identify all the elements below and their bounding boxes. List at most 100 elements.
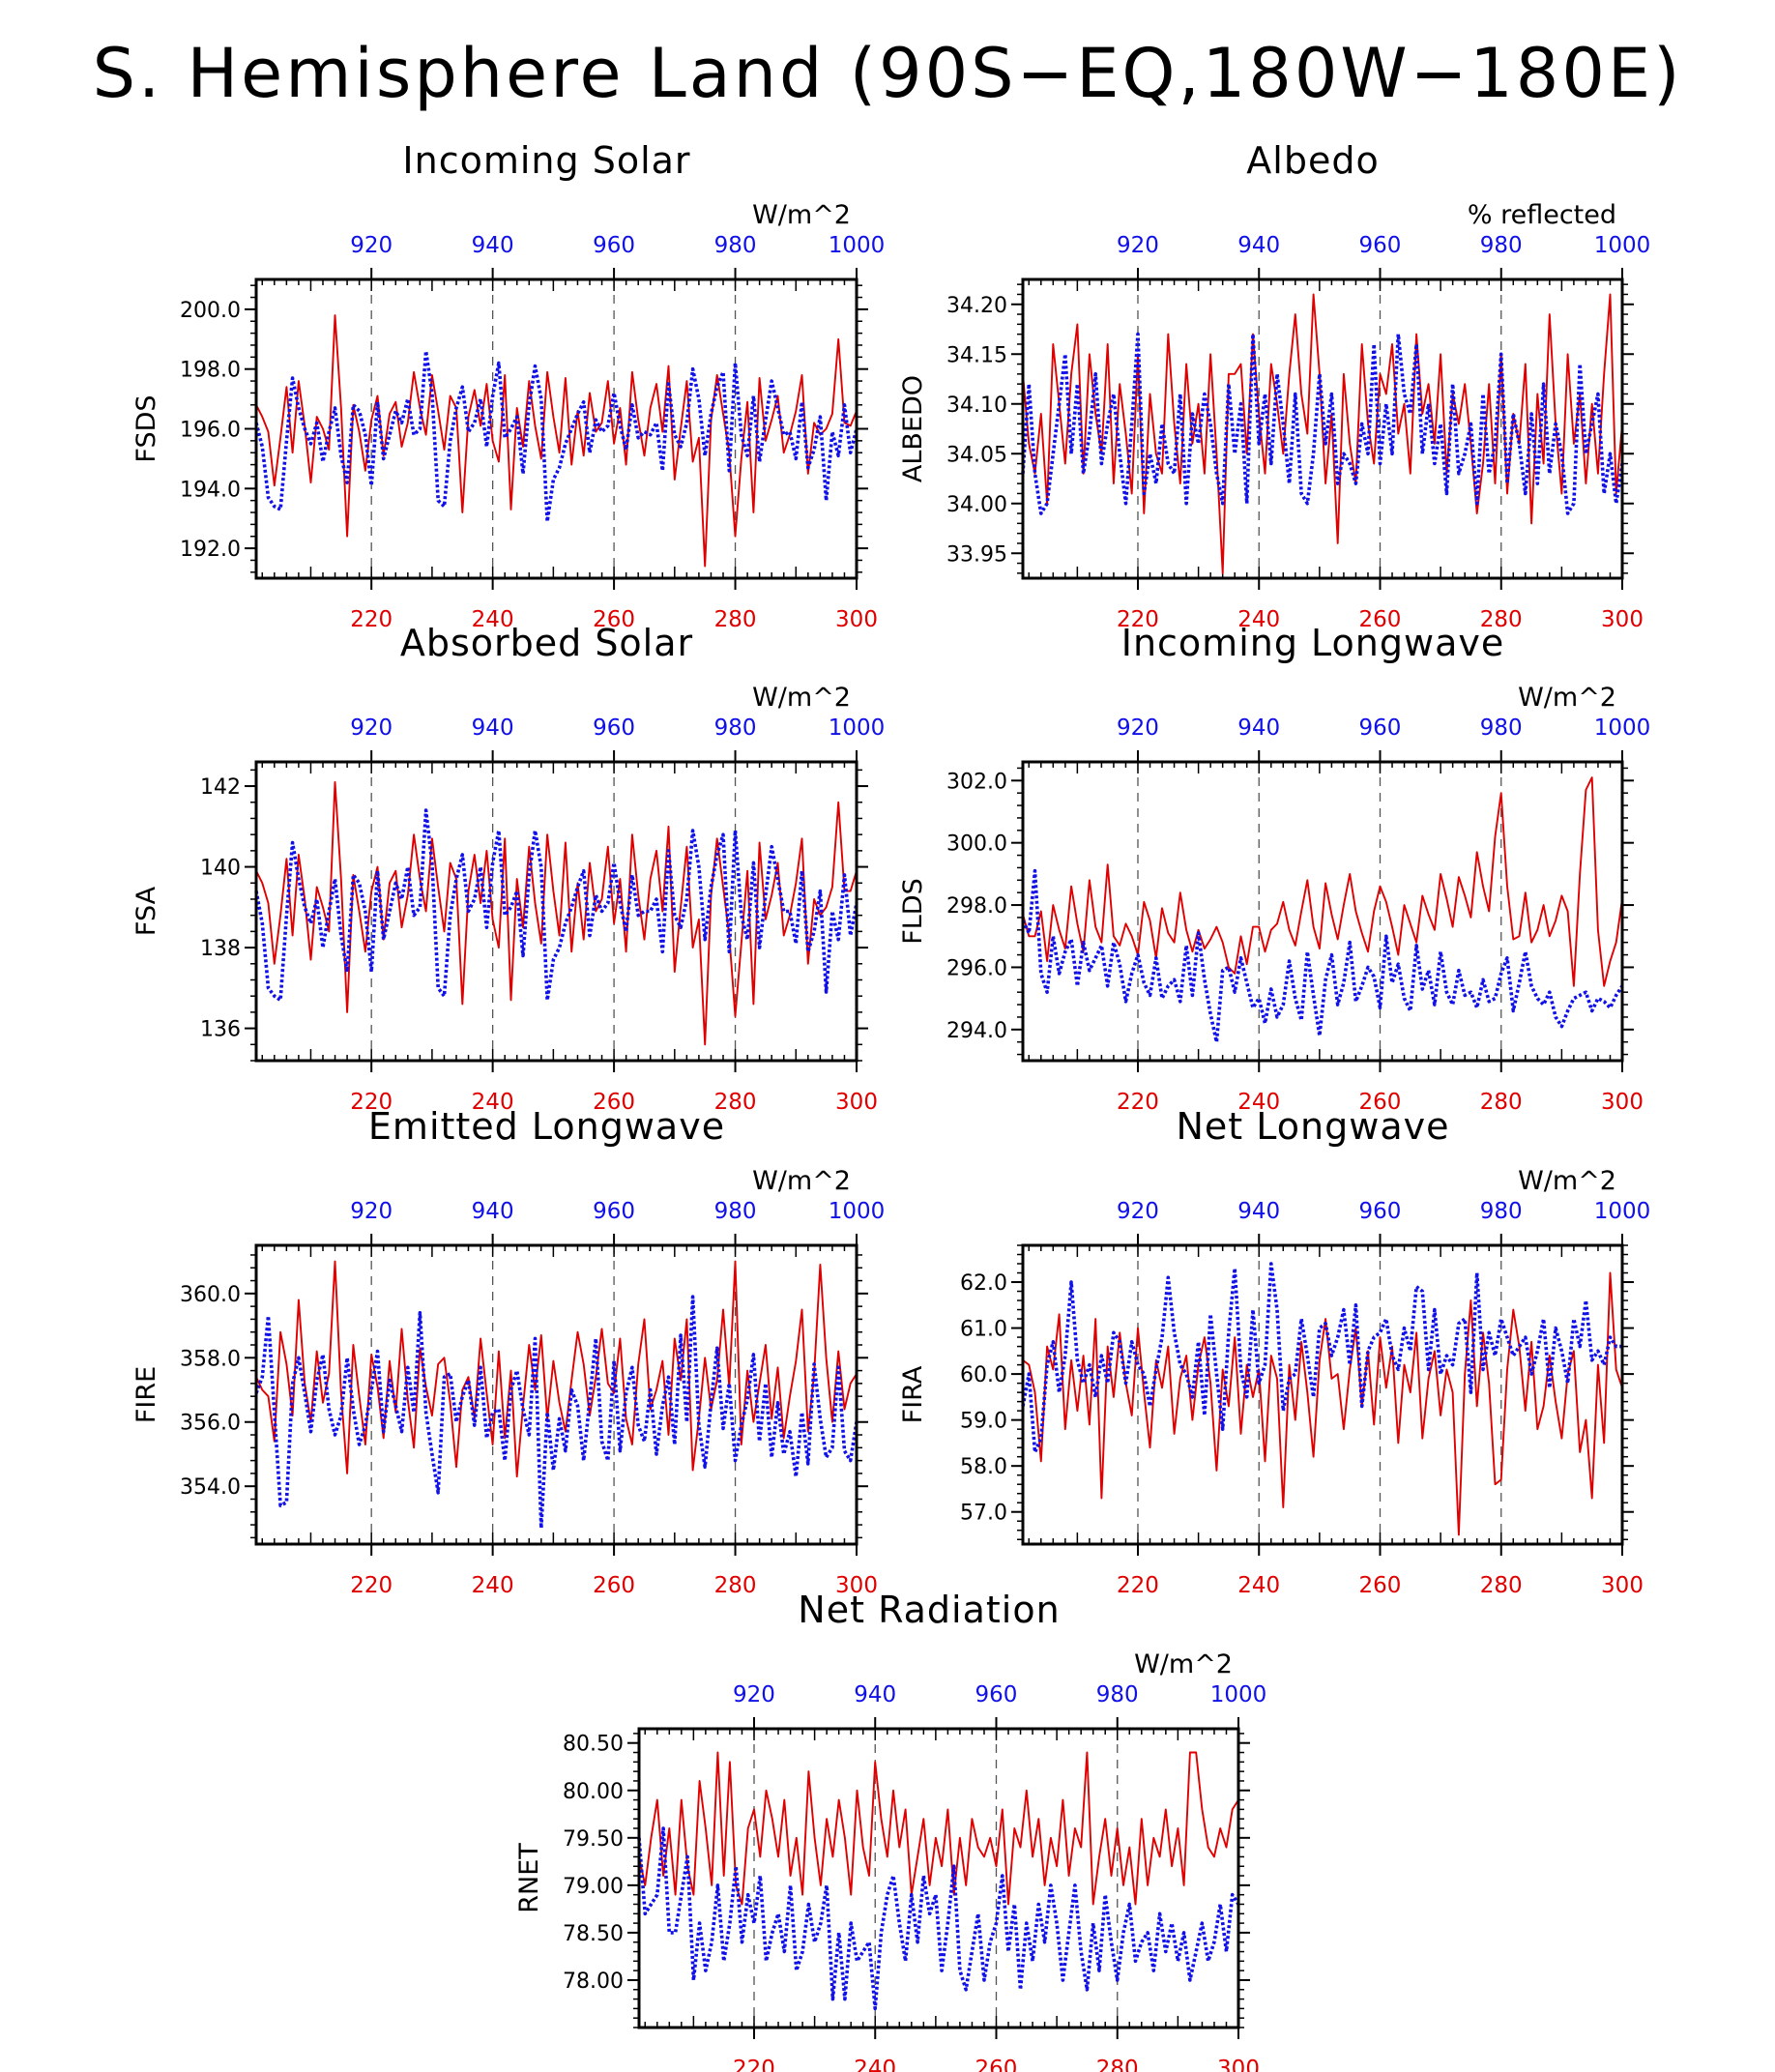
x-top-tick-label: 920 (350, 715, 393, 741)
y-tick-label: 33.95 (946, 542, 1007, 567)
plot-frame (1021, 277, 1624, 580)
y-tick-label: 192.0 (180, 538, 241, 562)
x-top-tick-label: 980 (1480, 233, 1523, 258)
panel-6: Net Longwave W/m^2 FIRA 220 240 260 280 300 920 9… (898, 1105, 1650, 1598)
x-tick-label: 220 (350, 1090, 393, 1115)
series-line-dotted (1021, 1262, 1622, 1454)
panel-title: Albedo (1246, 139, 1379, 182)
x-top-tick-label: 980 (1480, 715, 1523, 741)
y-tick-label: 57.0 (960, 1502, 1007, 1526)
x-tick-label: 280 (1480, 1573, 1523, 1598)
panel-7: Net Radiation W/m^2 RNET 220 240 260 280 300 920… (514, 1589, 1266, 2072)
x-top-tick-label: 1000 (829, 233, 886, 258)
x-top-tick-label: 960 (593, 715, 635, 741)
y-tick-label: 62.0 (960, 1271, 1007, 1296)
y-tick-label: 61.0 (960, 1318, 1007, 1342)
y-axis-label: ALBEDO (898, 375, 928, 482)
x-top-tick-label: 980 (714, 1199, 757, 1224)
x-tick-label: 300 (835, 1573, 878, 1598)
y-tick-label: 34.00 (946, 493, 1007, 517)
x-tick-label: 300 (835, 1090, 878, 1115)
x-top-tick-label: 1000 (829, 1199, 886, 1224)
units-label: W/m^2 (1518, 683, 1616, 713)
x-top-tick-label: 960 (1359, 233, 1402, 258)
y-tick-label: 198.0 (180, 359, 241, 383)
x-top-tick-label: 980 (1096, 1682, 1139, 1707)
series-line-solid (1022, 1271, 1623, 1536)
x-tick-label: 280 (1480, 1090, 1523, 1115)
y-tick-label: 78.00 (563, 1970, 624, 1994)
series-line-solid (1022, 776, 1623, 987)
y-tick-label: 59.0 (960, 1410, 1007, 1434)
x-top-tick-label: 960 (1359, 715, 1402, 741)
x-tick-label: 260 (593, 607, 635, 632)
plot-frame (254, 277, 858, 580)
y-tick-label: 58.0 (960, 1455, 1007, 1479)
y-tick-label: 34.05 (946, 443, 1007, 467)
x-tick-label: 300 (1601, 1573, 1644, 1598)
y-tick-label: 360.0 (180, 1283, 241, 1307)
y-tick-label: 140 (200, 857, 241, 881)
y-tick-label: 294.0 (946, 1019, 1007, 1043)
y-tick-label: 34.10 (946, 394, 1007, 418)
y-tick-label: 142 (200, 775, 241, 800)
y-axis-label: FSA (131, 886, 161, 936)
x-tick-label: 260 (1359, 607, 1402, 632)
x-tick-label: 260 (1359, 1573, 1402, 1598)
x-top-tick-label: 940 (854, 1682, 896, 1707)
panel-title: Incoming Solar (402, 139, 690, 182)
y-tick-label: 78.50 (563, 1922, 624, 1946)
x-top-tick-label: 940 (472, 715, 514, 741)
x-top-tick-label: 1000 (1594, 233, 1651, 258)
y-tick-label: 136 (200, 1018, 241, 1042)
panel-5: Emitted Longwave W/m^2 FIRE 220 240 260 280 300… (131, 1105, 885, 1598)
series-line-solid (255, 780, 858, 1046)
figure-title: S. Hemisphere Land (90S−EQ,180W−180E) (93, 34, 1683, 113)
panel-title: Absorbed Solar (400, 622, 693, 664)
x-tick-label: 240 (1237, 607, 1280, 632)
x-tick-label: 240 (472, 1573, 514, 1598)
units-label: W/m^2 (1518, 1166, 1616, 1196)
x-tick-label: 280 (714, 607, 757, 632)
x-top-tick-label: 920 (350, 1199, 393, 1224)
panel-title: Emitted Longwave (368, 1105, 725, 1148)
series-line-solid (255, 314, 858, 568)
panel-title: Incoming Longwave (1121, 622, 1504, 664)
x-top-tick-label: 960 (593, 233, 635, 258)
y-axis-label: FSDS (131, 394, 161, 462)
x-tick-label: 260 (1359, 1090, 1402, 1115)
y-tick-label: 300.0 (946, 832, 1007, 857)
x-tick-label: 240 (472, 607, 514, 632)
y-tick-label: 354.0 (180, 1475, 241, 1500)
plot-frame (254, 1243, 858, 1546)
panels: Incoming Solar W/m^2 FSDS 220 240 260 280 300 92… (131, 139, 1650, 2072)
units-label: W/m^2 (1134, 1649, 1233, 1679)
y-tick-label: 80.50 (563, 1733, 624, 1757)
y-tick-label: 356.0 (180, 1412, 241, 1436)
units-label: W/m^2 (752, 1166, 851, 1196)
x-top-tick-label: 960 (975, 1682, 1018, 1707)
x-tick-label: 280 (714, 1090, 757, 1115)
x-tick-label: 260 (593, 1573, 635, 1598)
y-tick-label: 80.00 (563, 1780, 624, 1804)
x-top-tick-label: 980 (1480, 1199, 1523, 1224)
units-label: % reflected (1468, 200, 1616, 230)
panel-4: Incoming Longwave W/m^2 FLDS 220 240 260 280 30… (898, 622, 1650, 1115)
units-label: W/m^2 (752, 683, 851, 713)
units-label: W/m^2 (752, 200, 851, 230)
y-tick-label: 34.20 (946, 294, 1007, 318)
x-tick-label: 220 (350, 1573, 393, 1598)
x-top-tick-label: 980 (714, 233, 757, 258)
y-axis-label: FIRE (131, 1366, 161, 1423)
y-tick-label: 79.50 (563, 1827, 624, 1852)
y-tick-label: 298.0 (946, 894, 1007, 919)
y-tick-label: 79.00 (563, 1875, 624, 1899)
y-tick-label: 196.0 (180, 419, 241, 443)
x-top-tick-label: 920 (1117, 715, 1159, 741)
x-top-tick-label: 960 (593, 1199, 635, 1224)
y-tick-label: 296.0 (946, 956, 1007, 980)
y-tick-label: 200.0 (180, 299, 241, 323)
plot-frame (1021, 760, 1624, 1063)
series-line-dotted (1021, 332, 1624, 515)
